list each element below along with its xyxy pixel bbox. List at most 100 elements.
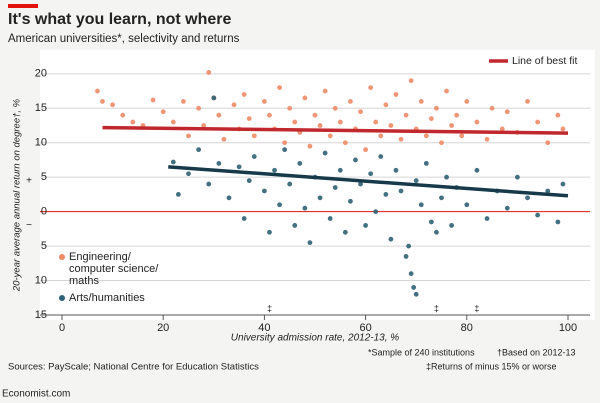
scatter-point bbox=[262, 188, 267, 194]
scatter-point bbox=[100, 98, 105, 104]
scatter-point bbox=[267, 229, 272, 235]
dagger-mark: ‡ bbox=[434, 303, 439, 313]
scatter-point bbox=[545, 140, 551, 146]
scatter-point bbox=[358, 181, 363, 187]
scatter-point bbox=[241, 92, 247, 97]
scatter-point bbox=[307, 240, 313, 246]
scatter-point bbox=[302, 205, 308, 211]
scatter-point bbox=[292, 223, 298, 228]
scatter-point bbox=[545, 188, 551, 194]
scatter-point bbox=[322, 150, 328, 156]
scatter-point bbox=[449, 223, 455, 228]
scatter-point bbox=[525, 195, 530, 201]
scatter-point bbox=[348, 98, 353, 104]
credit: Economist.com bbox=[2, 389, 70, 400]
series-label: computer science/ bbox=[69, 263, 159, 275]
scatter-point bbox=[348, 198, 353, 204]
scatter-point bbox=[282, 140, 288, 146]
y-tick-label: 15 bbox=[35, 102, 47, 114]
scatter-point bbox=[292, 119, 298, 125]
scatter-point bbox=[353, 157, 358, 163]
scatter-point bbox=[388, 123, 394, 128]
scatter-point bbox=[251, 133, 257, 139]
series-swatch bbox=[59, 295, 65, 301]
y-tick-label: 5 bbox=[41, 171, 47, 183]
scatter-point bbox=[322, 88, 328, 94]
source: Sources: PayScale; National Centre for E… bbox=[8, 362, 259, 373]
scatter-point bbox=[484, 216, 490, 221]
scatter-point bbox=[423, 161, 429, 166]
scatter-point bbox=[317, 123, 323, 128]
scatter-point bbox=[393, 167, 399, 173]
note: *Sample of 240 institutions bbox=[368, 347, 475, 357]
scatter-point bbox=[181, 98, 186, 104]
scatter-point bbox=[535, 119, 541, 125]
scatter-point bbox=[211, 95, 217, 101]
scatter-point bbox=[282, 147, 288, 153]
scatter-point bbox=[499, 126, 505, 132]
scatter-point bbox=[175, 192, 181, 197]
scatter-point bbox=[403, 112, 409, 118]
scatter-point bbox=[464, 202, 470, 208]
scatter-point bbox=[464, 98, 470, 104]
x-tick-label: 20 bbox=[157, 322, 169, 334]
scatter-point bbox=[342, 229, 348, 235]
scatter-point bbox=[246, 116, 252, 122]
x-tick-label: 100 bbox=[559, 322, 577, 334]
y-sign-plus: + bbox=[26, 175, 32, 186]
scatter-point bbox=[337, 167, 343, 173]
scatter-point bbox=[277, 202, 282, 208]
series-swatch bbox=[59, 254, 65, 260]
scatter-point bbox=[267, 112, 272, 118]
scatter-point bbox=[378, 154, 384, 159]
scatter-point bbox=[160, 109, 166, 115]
best-fit-line bbox=[102, 125, 569, 135]
scatter-point bbox=[418, 98, 424, 104]
scatter-point bbox=[216, 161, 222, 166]
scatter-point bbox=[312, 112, 318, 118]
scatter-point bbox=[403, 254, 409, 259]
scatter-point bbox=[206, 70, 212, 75]
scatter-point bbox=[246, 178, 252, 184]
scatter-point bbox=[474, 119, 480, 125]
scatter-point bbox=[186, 171, 191, 177]
scatter-point bbox=[428, 219, 434, 225]
scatter-point bbox=[307, 143, 313, 149]
y-tick-label: 5 bbox=[41, 240, 47, 252]
scatter-point bbox=[474, 167, 480, 173]
note: ‡Returns of minus 15% or worse bbox=[426, 361, 557, 371]
scatter-point bbox=[130, 119, 136, 125]
y-tick-label: 10 bbox=[35, 137, 47, 149]
scatter-point bbox=[555, 219, 561, 225]
dagger-mark: ‡ bbox=[474, 303, 479, 313]
scatter-point bbox=[206, 181, 212, 187]
scatter-point bbox=[504, 205, 510, 211]
scatter-point bbox=[383, 192, 389, 197]
scatter-point bbox=[120, 112, 126, 118]
scatter-point bbox=[337, 119, 343, 125]
scatter-point bbox=[406, 243, 412, 249]
scatter-point bbox=[439, 140, 444, 146]
scatter-point bbox=[408, 271, 414, 277]
scatter-point bbox=[363, 223, 368, 228]
scatter-point bbox=[327, 133, 333, 139]
scatter-point bbox=[272, 167, 277, 173]
scatter-point bbox=[525, 98, 530, 104]
chart-subtitle: American universities*, selectivity and … bbox=[8, 33, 240, 45]
scatter-point bbox=[489, 105, 495, 111]
scatter-point bbox=[327, 216, 333, 221]
scatter-point bbox=[515, 174, 520, 180]
scatter-point bbox=[287, 181, 293, 187]
scatter-point bbox=[428, 116, 434, 122]
scatter-point bbox=[535, 212, 541, 218]
scatter-point bbox=[454, 112, 460, 118]
scatter-point bbox=[221, 136, 227, 142]
scatter-point bbox=[231, 102, 237, 108]
scatter-point bbox=[388, 236, 394, 242]
series-label: Arts/humanities bbox=[69, 292, 145, 304]
scatter-point bbox=[196, 147, 202, 153]
scatter-point bbox=[196, 105, 202, 111]
series-label: Engineering/ bbox=[69, 251, 132, 263]
scatter-point bbox=[332, 185, 338, 190]
scatter-point bbox=[358, 109, 363, 115]
